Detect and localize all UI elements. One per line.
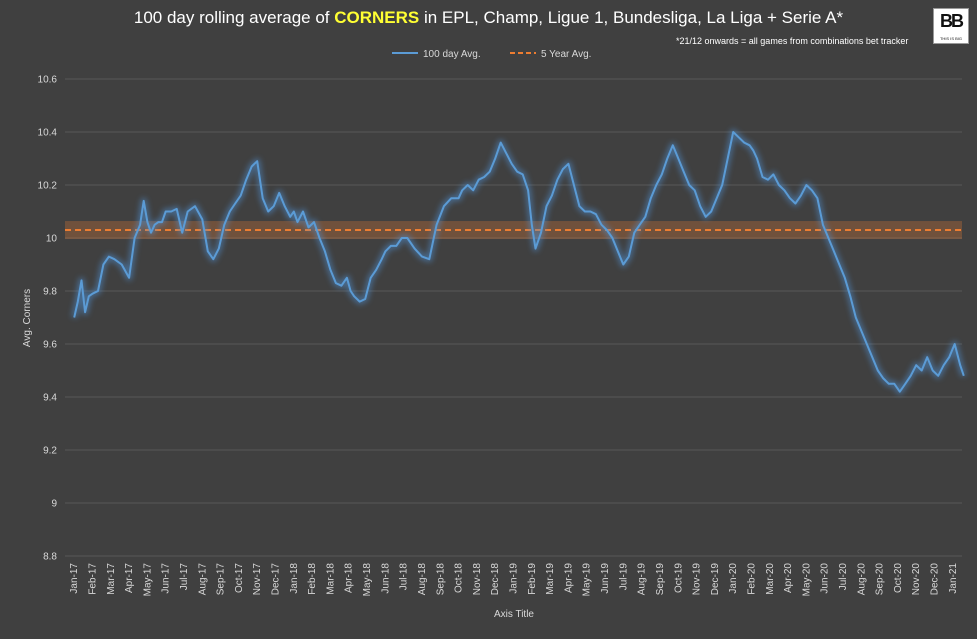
avg-glow-band: [65, 221, 962, 240]
x-tick-label: Oct-19: [673, 563, 684, 593]
x-tick-label: Nov-18: [472, 563, 483, 596]
x-tick-label: Apr-20: [783, 563, 794, 593]
x-tick-label: Jul-19: [618, 563, 629, 591]
x-tick-label: May-18: [362, 563, 373, 597]
x-tick-label: Sep-18: [435, 563, 446, 596]
legend-label-5-year: 5 Year Avg.: [541, 49, 591, 60]
x-tick-label: Dec-20: [930, 563, 941, 596]
title-highlight: CORNERS: [334, 8, 420, 27]
footnote: *21/12 onwards = all games from combinat…: [676, 36, 909, 46]
y-tick-label: 9.4: [43, 393, 57, 404]
x-tick-label: Jan-18: [289, 563, 300, 594]
x-tick-label: Oct-18: [454, 563, 465, 593]
x-tick-label: May-17: [142, 563, 153, 597]
rolling-avg-glow: [71, 129, 967, 395]
chart-title: 100 day rolling average of CORNERS in EP…: [0, 8, 977, 28]
legend: 100 day Avg. 5 Year Avg.: [392, 49, 591, 60]
x-tick-label: Nov-19: [692, 563, 703, 596]
y-axis-title: Avg. Corners: [22, 289, 33, 347]
title-prefix: 100 day rolling average of: [133, 8, 335, 27]
x-tick-label: Mar-18: [325, 563, 336, 595]
x-tick-label: Apr-17: [124, 563, 135, 593]
x-tick-label: Mar-20: [765, 563, 776, 595]
x-tick-label: Dec-18: [490, 563, 501, 596]
y-tick-label: 9: [51, 499, 57, 510]
x-tick-label: Mar-17: [106, 563, 117, 595]
x-tick-label: Nov-17: [252, 563, 263, 596]
x-tick-label: Sep-17: [216, 563, 227, 596]
logo-letters: BB: [940, 11, 964, 31]
x-tick-label: Jun-18: [380, 563, 391, 594]
rolling-avg-line: [73, 131, 965, 393]
x-tick-label: Jul-17: [179, 563, 190, 591]
y-tick-label: 8.8: [43, 552, 57, 563]
x-tick-label: Jun-20: [820, 563, 831, 594]
x-tick-label: Aug-20: [856, 563, 867, 596]
y-tick-label: 9.6: [43, 340, 57, 351]
x-tick-label: Jan-17: [69, 563, 80, 594]
x-tick-label: Jul-20: [838, 563, 849, 591]
x-tick-label: Dec-17: [271, 563, 282, 596]
x-tick-label: Oct-20: [893, 563, 904, 593]
y-tick-label: 10.4: [38, 128, 58, 139]
avg-band: [65, 221, 962, 240]
x-tick-label: Feb-19: [527, 563, 538, 595]
y-tick-label: 10: [46, 234, 58, 245]
y-tick-label: 9.2: [43, 446, 57, 457]
x-tick-label: Nov-20: [911, 563, 922, 596]
x-tick-label: Jan-19: [509, 563, 520, 594]
x-tick-label: Aug-17: [197, 563, 208, 596]
x-tick-label: Apr-19: [563, 563, 574, 593]
x-tick-label: Mar-19: [545, 563, 556, 595]
x-tick-label: Jan-20: [728, 563, 739, 594]
x-tick-label: Aug-19: [637, 563, 648, 596]
x-tick-label: Jul-18: [399, 563, 410, 591]
x-tick-label: Feb-18: [307, 563, 318, 595]
x-tick-label: May-19: [582, 563, 593, 597]
x-tick-label: Oct-17: [234, 563, 245, 593]
y-tick-label: 10.2: [38, 181, 58, 192]
x-tick-label: Jan-21: [948, 563, 959, 594]
y-tick-labels: 8.8 9 9.2 9.4 9.6 9.8 10 10.2 10.4 10.6: [38, 75, 58, 563]
series-layer: [71, 129, 967, 395]
y-tick-label: 10.6: [38, 75, 58, 86]
x-tick-label: Jun-17: [161, 563, 172, 594]
x-tick-label: May-20: [801, 563, 812, 597]
x-tick-label: Sep-20: [875, 563, 886, 596]
x-tick-label: Jun-19: [600, 563, 611, 594]
x-axis-title: Axis Title: [494, 609, 534, 620]
x-tick-label: Dec-19: [710, 563, 721, 596]
y-tick-label: 9.8: [43, 287, 57, 298]
x-tick-labels: Jan-17 Feb-17 Mar-17 Apr-17 May-17 Jun-17 Jul-…: [69, 563, 959, 597]
x-tick-label: Apr-18: [344, 563, 355, 593]
legend-label-100-day: 100 day Avg.: [423, 49, 481, 60]
x-tick-label: Feb-20: [746, 563, 757, 595]
x-tick-label: Feb-17: [87, 563, 98, 595]
x-tick-label: Sep-19: [655, 563, 666, 596]
gridlines: [65, 78, 962, 557]
brand-logo: BB THIS IS BIG: [933, 8, 969, 44]
title-suffix: in EPL, Champ, Ligue 1, Bundesliga, La L…: [419, 8, 844, 27]
logo-tagline: THIS IS BIG: [939, 36, 962, 41]
x-tick-label: Aug-18: [417, 563, 428, 596]
